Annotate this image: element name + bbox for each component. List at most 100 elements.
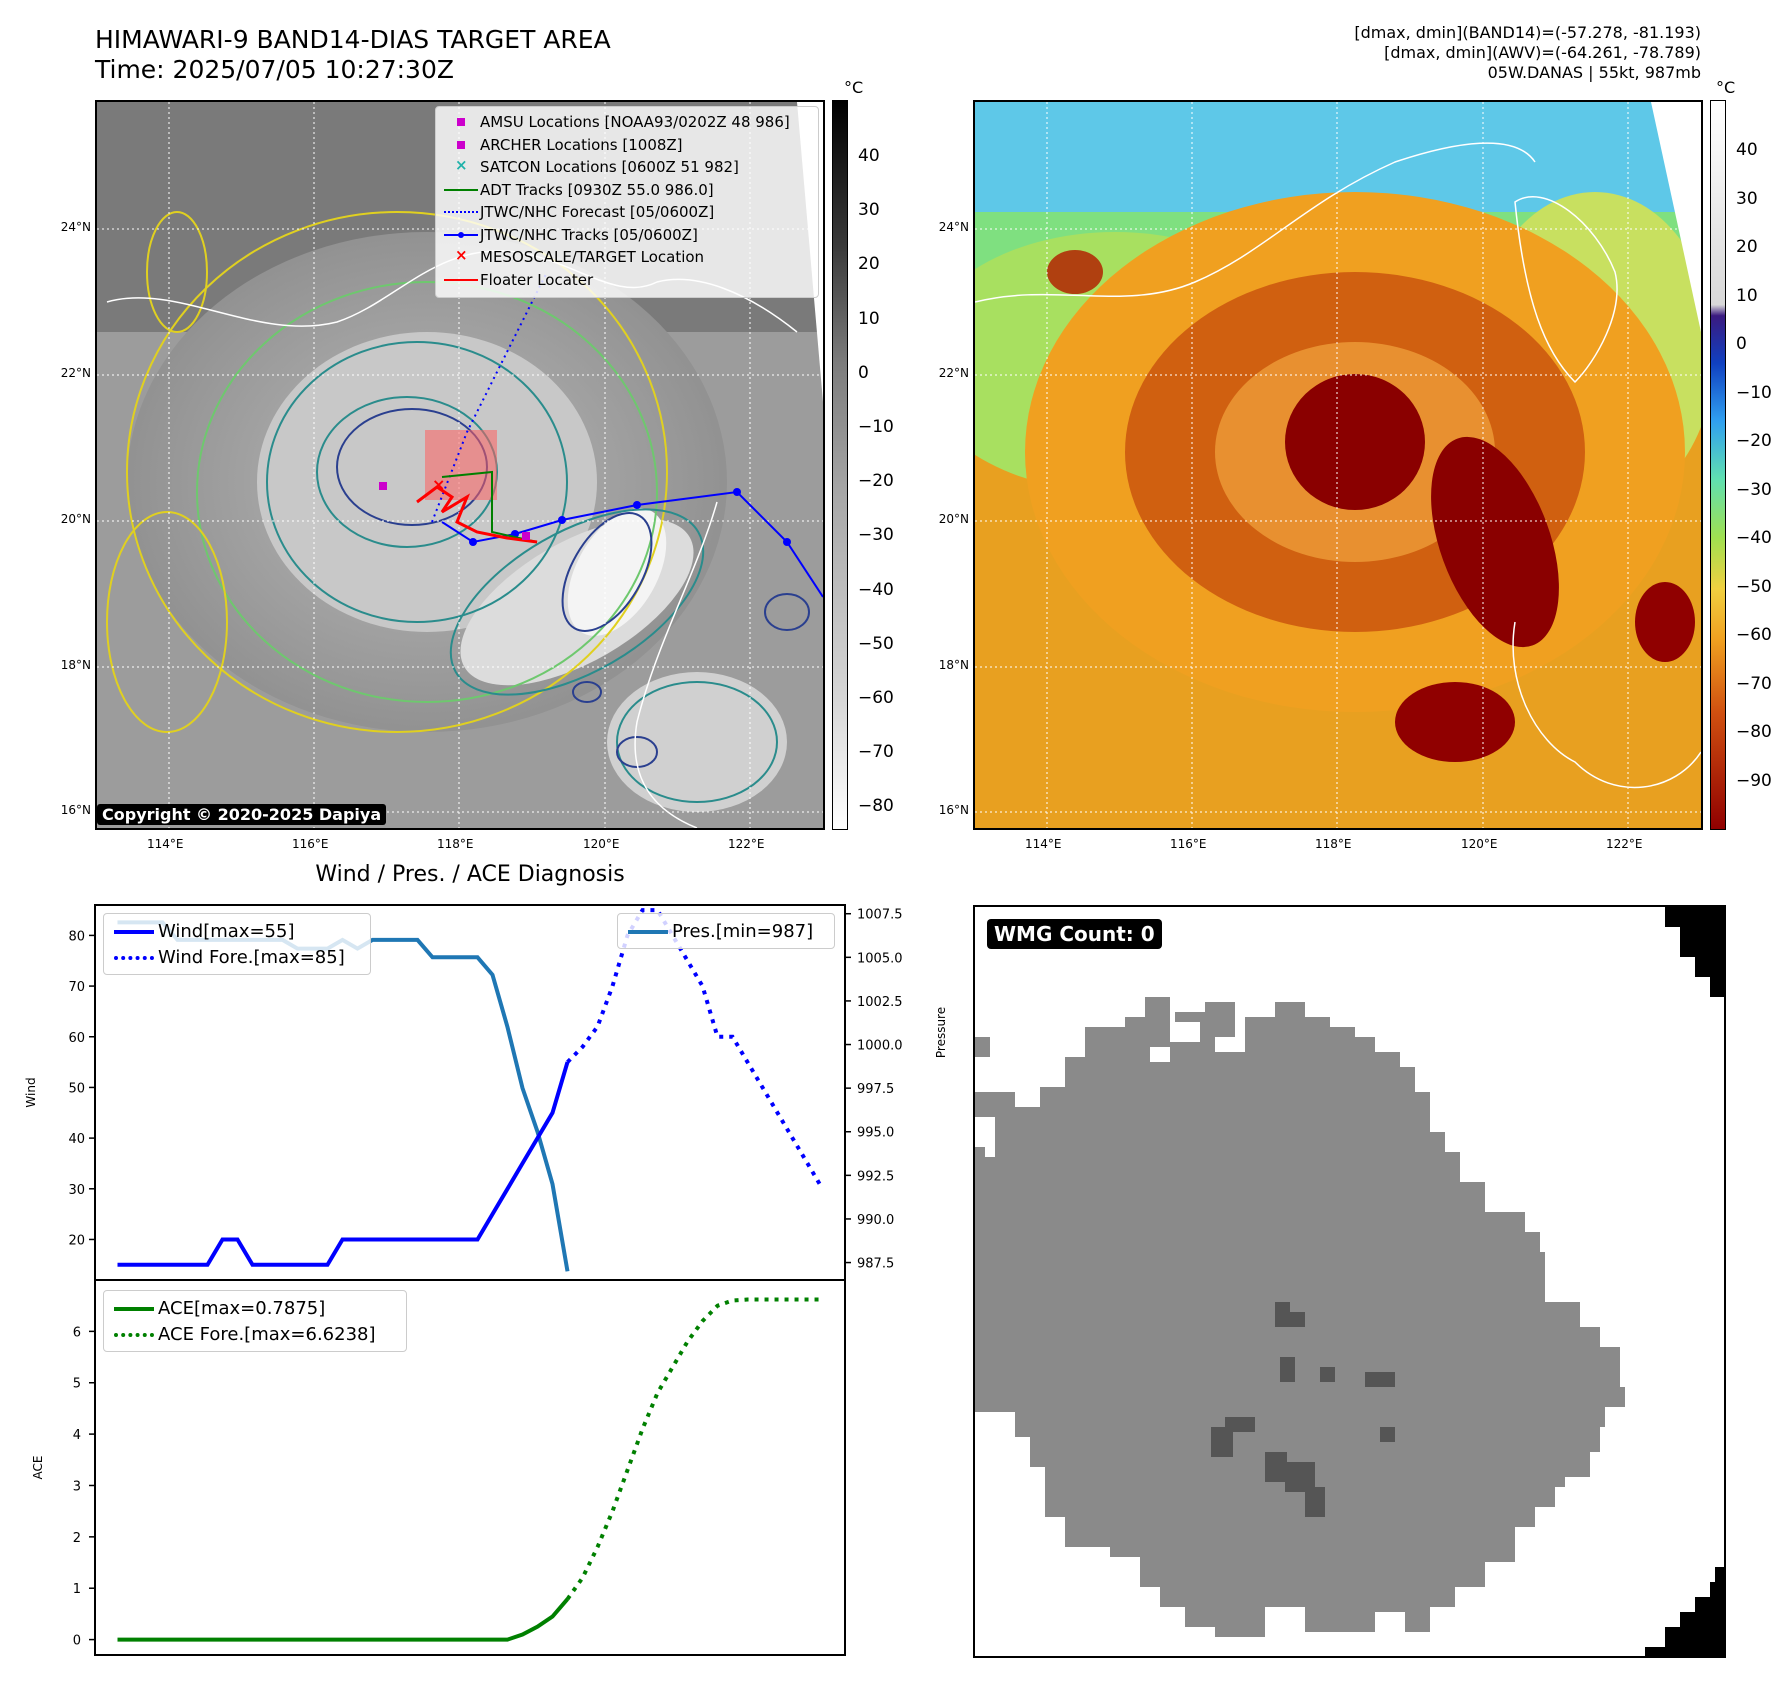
legend-item: ADT Tracks [0930Z 55.0 986.0] xyxy=(442,179,812,202)
wind-forecast-line xyxy=(566,908,825,1190)
lon-tick-label: 118°E xyxy=(437,837,474,851)
wind-axis-label: Wind xyxy=(24,1077,38,1107)
lat-tick-label: 20°N xyxy=(60,512,91,526)
colorbar-tick-label: −40 xyxy=(1736,528,1772,548)
wmg-image xyxy=(975,907,1724,1656)
legend-item-label: SATCON Locations [0600Z 51 982] xyxy=(480,158,739,177)
legend-marker-icon xyxy=(442,138,480,152)
wind-tick-label: 30 xyxy=(68,1183,85,1198)
wind-legend: Wind[max=55] Wind Fore.[max=85] xyxy=(103,913,371,975)
awv-map-panel xyxy=(973,100,1703,830)
pres-tick-label: 990.0 xyxy=(857,1213,894,1228)
colorbar-tick-label: 40 xyxy=(858,146,880,166)
colorbar-tick-label: −30 xyxy=(858,525,894,546)
jtwc-track xyxy=(441,490,823,598)
colorbar-tick-label: −10 xyxy=(858,417,894,437)
meta-band14: [dmax, dmin](BAND14)=(-57.278, -81.193) xyxy=(1354,23,1701,42)
lat-tick-label: 24°N xyxy=(938,220,969,234)
copyright-label: Copyright © 2020-2025 Dapiya xyxy=(97,804,387,825)
legend-item-label: AMSU Locations [NOAA93/0202Z 48 986] xyxy=(480,113,790,132)
pres-tick-label: 992.5 xyxy=(857,1169,894,1184)
svg-text:×: × xyxy=(432,475,445,494)
lon-tick-label: 116°E xyxy=(1170,837,1207,851)
legend-marker-icon: × xyxy=(455,246,468,265)
diag-title: Wind / Pres. / ACE Diagnosis xyxy=(315,862,625,887)
archer-marker xyxy=(522,532,530,540)
pres-tick-label: 987.5 xyxy=(857,1257,894,1272)
lat-tick-label: 22°N xyxy=(60,366,91,380)
wind-series-line xyxy=(117,1061,570,1267)
ir-map-lon-axis: 114°E 116°E 118°E 120°E 122°E xyxy=(95,835,825,855)
lat-tick-label: 16°N xyxy=(60,803,91,817)
ace-tick-label: 1 xyxy=(73,1582,81,1597)
pres-tick-label: 1000.0 xyxy=(857,1039,903,1054)
lat-tick-label: 18°N xyxy=(938,658,969,672)
lon-tick-label: 120°E xyxy=(583,837,620,851)
diag-chart: 807060504030201007.51005.01002.51000.099… xyxy=(24,904,948,1656)
ir-map-lat-axis: 24°N 22°N 20°N 18°N 16°N xyxy=(40,100,95,830)
colorbar-tick-label: 10 xyxy=(858,308,880,329)
wind-tick-label: 50 xyxy=(68,1081,85,1096)
pres-tick-label: 1005.0 xyxy=(857,951,903,966)
lat-tick-label: 24°N xyxy=(60,220,91,234)
ace-fore-legend-label: ACE Fore.[max=6.6238] xyxy=(158,1323,376,1345)
legend-marker-icon xyxy=(442,205,480,219)
colorbar-tick-label: −80 xyxy=(1736,722,1772,742)
legend-marker-icon xyxy=(442,115,480,129)
map-legend: AMSU Locations [NOAA93/0202Z 48 986] ARCH… xyxy=(435,106,819,298)
wmg-count-label: WMG Count: 0 xyxy=(987,919,1162,949)
colorbar-tick-label: 0 xyxy=(1736,334,1747,354)
color-colorbar-unit: °C xyxy=(1716,78,1736,97)
ace-tick-label: 0 xyxy=(73,1634,81,1649)
lon-tick-label: 120°E xyxy=(1461,837,1498,851)
legend-item: × MESOSCALE/TARGET Location xyxy=(442,246,812,269)
legend-item: JTWC/NHC Tracks [05/0600Z] xyxy=(442,224,812,247)
wind-fore-legend-label: Wind Fore.[max=85] xyxy=(158,946,345,968)
legend-marker-icon xyxy=(442,273,480,287)
colorbar-tick-label: 20 xyxy=(1736,237,1758,257)
wind-tick-label: 60 xyxy=(68,1031,85,1046)
colorbar-tick-label: −50 xyxy=(858,633,894,654)
pres-legend: Pres.[min=987] xyxy=(617,913,835,949)
awv-map-lon-axis: 114°E 116°E 118°E 120°E 122°E xyxy=(973,835,1703,855)
gray-colorbar-unit: °C xyxy=(844,78,864,97)
ace-legend-label: ACE[max=0.7875] xyxy=(158,1297,326,1319)
color-colorbar xyxy=(1710,100,1726,830)
legend-item-label: JTWC/NHC Forecast [05/0600Z] xyxy=(480,203,715,222)
colorbar-tick-label: −20 xyxy=(858,471,894,492)
ace-tick-label: 5 xyxy=(73,1377,81,1392)
lat-tick-label: 16°N xyxy=(938,803,969,817)
wind-tick-label: 40 xyxy=(68,1132,85,1147)
lon-tick-label: 122°E xyxy=(1606,837,1643,851)
ace-axis-label: ACE xyxy=(31,1456,45,1480)
legend-item: Floater Locater xyxy=(442,269,812,292)
legend-item: ARCHER Locations [1008Z] xyxy=(442,134,812,157)
colorbar-tick-label: 0 xyxy=(858,362,869,383)
ace-legend: ACE[max=0.7875] ACE Fore.[max=6.6238] xyxy=(103,1290,407,1352)
colorbar-tick-label: 40 xyxy=(1736,140,1758,160)
legend-item-label: ADT Tracks [0930Z 55.0 986.0] xyxy=(480,180,714,199)
gray-colorbar xyxy=(832,100,848,830)
colorbar-tick-label: −90 xyxy=(1736,770,1772,791)
ace-tick-label: 3 xyxy=(73,1479,81,1494)
pres-tick-label: 995.0 xyxy=(857,1126,894,1141)
meta-awv: [dmax, dmin](AWV)=(-64.261, -78.789) xyxy=(1384,43,1701,62)
legend-marker-icon xyxy=(442,183,480,197)
gray-colorbar-ticks: 40 30 20 10 0 −10 −20 −30 −40 −50 −60 −70 −80 xyxy=(832,100,894,830)
colorbar-tick-label: −40 xyxy=(858,579,894,600)
lon-tick-label: 114°E xyxy=(147,837,184,851)
ace-tick-label: 6 xyxy=(73,1325,81,1340)
pres-tick-label: 1002.5 xyxy=(857,995,903,1010)
ir-map-panel: × AMSU Locations [NOAA93/0202Z 48 986] AR… xyxy=(95,100,825,830)
ace-tick-label: 2 xyxy=(73,1531,81,1546)
pres-tick-label: 1007.5 xyxy=(857,908,903,923)
colorbar-tick-label: −60 xyxy=(858,688,894,708)
colorbar-tick-label: −80 xyxy=(858,796,894,817)
wind-tick-label: 80 xyxy=(68,929,85,944)
lon-tick-label: 116°E xyxy=(292,837,329,851)
floater-track xyxy=(416,485,538,544)
legend-item: AMSU Locations [NOAA93/0202Z 48 986] xyxy=(442,111,812,134)
color-colorbar-ticks: 40 30 20 10 0 −10 −20 −30 −40 −50 −60 −70 −80 −90 xyxy=(1710,100,1772,830)
colorbar-tick-label: −60 xyxy=(1736,625,1772,645)
lat-tick-label: 20°N xyxy=(938,512,969,526)
